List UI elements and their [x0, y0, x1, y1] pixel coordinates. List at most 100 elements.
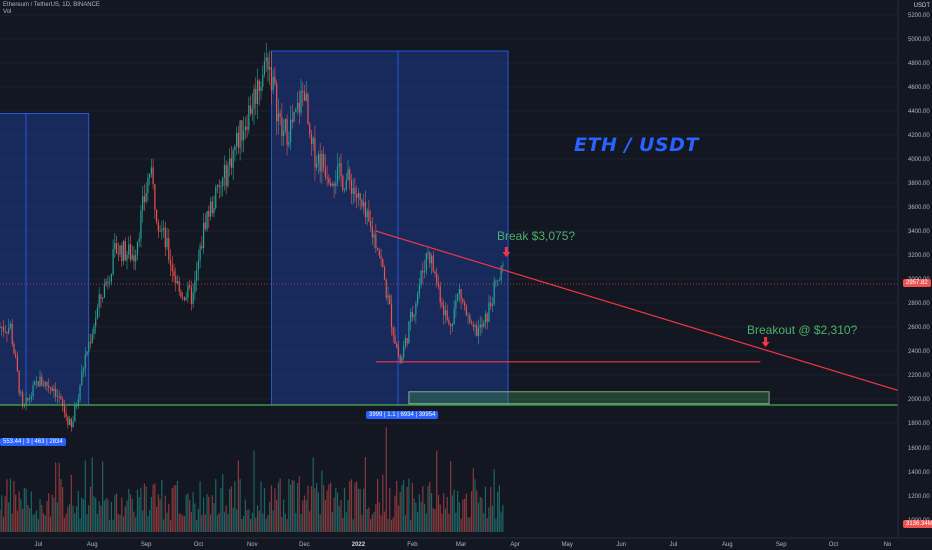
volume-bar	[436, 450, 438, 532]
candle-body	[44, 381, 46, 387]
volume-bar	[243, 515, 245, 532]
candle-body	[413, 314, 415, 317]
volume-bar	[279, 478, 281, 532]
volume-bar	[371, 514, 373, 532]
volume-bar	[222, 474, 224, 532]
volume-bar	[122, 516, 125, 532]
break-annotation[interactable]: Break $3,075?	[497, 229, 576, 243]
candle-body	[115, 242, 118, 254]
candle-body	[382, 259, 384, 268]
candle-body	[86, 351, 88, 355]
volume-bar	[149, 509, 151, 532]
volume-bar	[63, 517, 65, 532]
candle-body	[213, 208, 215, 213]
volume-bar	[114, 495, 116, 532]
candle-body	[143, 196, 146, 203]
volume-bar	[310, 485, 313, 532]
candle-body	[408, 321, 410, 344]
current-price-tag: 2957.82	[903, 279, 931, 287]
volume-bar	[437, 494, 440, 532]
candle-body	[436, 273, 438, 284]
time-tick-label: Aug	[87, 542, 98, 548]
time-tick-label: Oct	[194, 542, 204, 548]
candle-body	[376, 247, 379, 251]
volume-bar	[105, 498, 107, 532]
legend: Ethereum / TetherUS, 1D, BINANCE Vol	[3, 2, 100, 16]
volume-tick-label: 1600.00	[908, 446, 930, 452]
volume-bar	[34, 513, 36, 532]
volume-bar	[453, 489, 455, 532]
volume-bar	[448, 513, 450, 532]
volume-bar	[196, 519, 198, 532]
volume-bar	[48, 493, 50, 532]
volume-bar	[119, 514, 121, 532]
candle-body	[16, 356, 18, 371]
candle-body	[107, 281, 109, 283]
volume-bar	[143, 483, 146, 532]
candle-body	[378, 250, 380, 256]
candle-body	[444, 310, 447, 316]
volume-bar	[0, 509, 1, 532]
volume-bar	[42, 513, 45, 532]
candle-body	[397, 347, 400, 356]
candle-body	[161, 229, 163, 232]
volume-bar	[302, 500, 304, 532]
candle-body	[279, 113, 281, 118]
volume-bar	[62, 487, 64, 532]
candle-body	[77, 399, 79, 406]
candle-body	[319, 154, 321, 172]
volume-bar	[350, 479, 353, 532]
candle-body	[383, 267, 386, 280]
candle-body	[225, 164, 227, 187]
volume-bar	[441, 513, 443, 532]
candle-body	[418, 284, 420, 294]
candle-body	[289, 119, 292, 143]
volume-bar	[253, 450, 255, 532]
candle-body	[422, 270, 424, 273]
candle-body	[122, 241, 125, 262]
candle-body	[293, 112, 295, 122]
candle-body	[8, 328, 10, 334]
candle-body	[439, 286, 441, 303]
candle-body	[495, 280, 497, 282]
volume-bar	[96, 514, 99, 532]
volume-bar	[361, 515, 363, 532]
candle-body	[162, 227, 165, 230]
candle-body	[256, 80, 259, 104]
volume-bar	[444, 508, 447, 532]
volume-bar	[370, 519, 372, 532]
candle-body	[361, 199, 363, 207]
time-tick-label: Jul	[670, 542, 678, 548]
candle-body	[342, 175, 344, 191]
chart-title-annotation[interactable]: ETH / USDT	[574, 134, 699, 156]
volume-bar	[382, 474, 384, 532]
volume-bar	[458, 502, 460, 532]
candle-body	[9, 323, 12, 329]
price-tick-label: 4800.00	[908, 61, 930, 67]
symbol-info: Ethereum / TetherUS, 1D, BINANCE	[3, 2, 100, 8]
breakout-annotation[interactable]: Breakout @ $2,310?	[747, 323, 858, 337]
candle-body	[423, 270, 426, 273]
volume-bar	[432, 508, 434, 532]
volume-bar	[147, 516, 149, 532]
volume-bar	[470, 491, 473, 532]
volume-bar	[443, 492, 445, 532]
volume-bar	[9, 478, 12, 532]
volume-bar	[249, 518, 252, 532]
candle-body	[373, 234, 375, 238]
volume-bar	[317, 492, 320, 532]
volume-bar	[493, 469, 495, 532]
volume-bar	[477, 502, 480, 532]
volume-bar	[413, 498, 415, 532]
candle-body	[335, 183, 337, 187]
candle-body	[283, 130, 285, 137]
volume-bar	[284, 513, 286, 532]
candle-body	[232, 150, 234, 168]
volume-bar	[103, 500, 105, 532]
volume-bar	[112, 519, 114, 532]
candle-body	[272, 76, 274, 90]
candle-body	[189, 285, 191, 288]
volume-bar	[333, 497, 335, 532]
